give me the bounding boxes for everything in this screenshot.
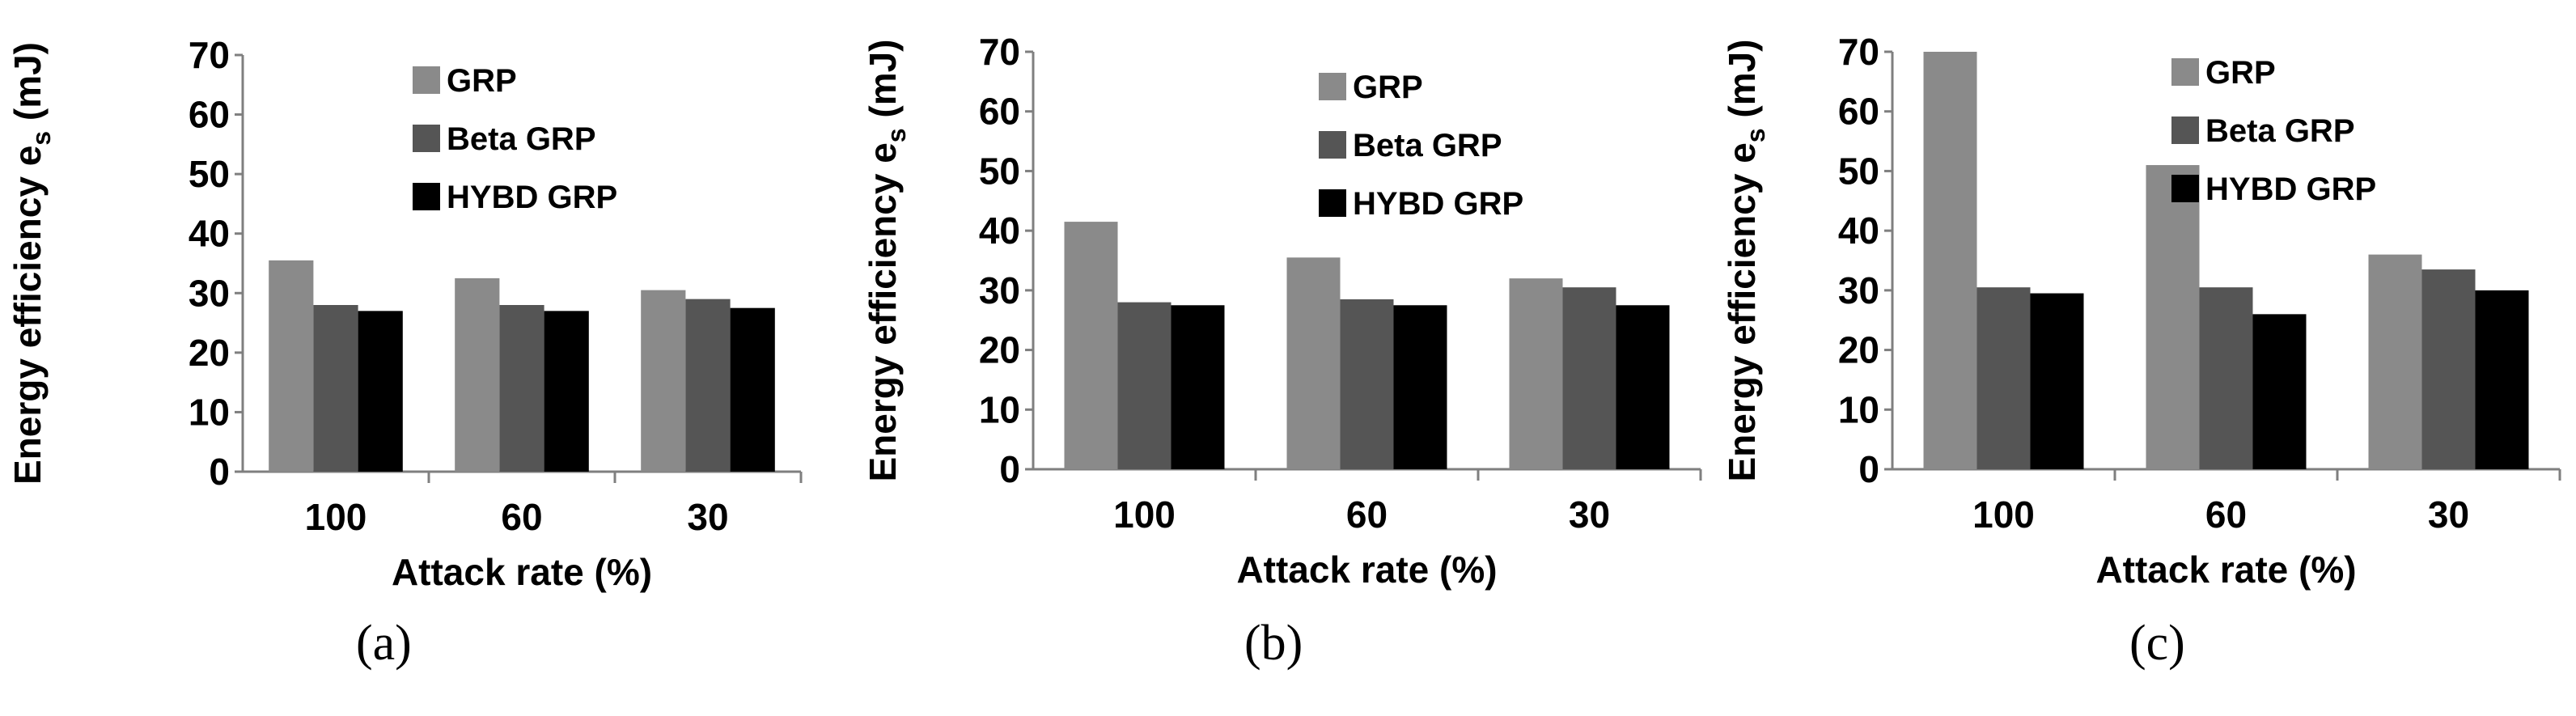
y-tick-label: 50	[1838, 150, 1879, 192]
legend-swatch-hybd-grp	[413, 183, 440, 210]
bar-grp-100	[1064, 222, 1118, 469]
y-tick-label: 70	[189, 34, 230, 76]
legend-swatch-beta-grp	[2171, 117, 2199, 144]
legend-label-grp: GRP	[447, 63, 517, 99]
x-tick-label: 60	[2205, 494, 2247, 536]
bar-grp-100	[269, 260, 314, 472]
y-tick-label: 0	[1858, 448, 1879, 490]
y-tick-label: 70	[1838, 31, 1879, 73]
y-tick-label: 60	[189, 94, 230, 136]
x-axis-label: Attack rate (%)	[1236, 549, 1497, 591]
bar-hybd-grp-100	[1171, 305, 1225, 469]
legend-label-hybd-grp: HYBD GRP	[1353, 186, 1523, 222]
x-tick-label: 100	[1113, 494, 1176, 536]
bar-grp-100	[1923, 52, 1977, 469]
legend-label-grp: GRP	[2205, 55, 2276, 91]
bar-hybd-grp-100	[2030, 293, 2084, 469]
bar-beta-grp-100	[313, 305, 358, 472]
bar-beta-grp-100	[1117, 302, 1171, 469]
bar-grp-60	[455, 278, 500, 472]
bar-beta-grp-60	[1340, 299, 1394, 469]
bar-beta-grp-60	[499, 305, 544, 472]
legend-swatch-beta-grp	[413, 125, 440, 152]
legend-swatch-grp	[2171, 58, 2199, 86]
y-tick-label: 30	[1838, 269, 1879, 311]
legend-label-hybd-grp: HYBD GRP	[2205, 172, 2376, 207]
y-tick-label: 60	[979, 91, 1020, 133]
bar-grp-30	[1509, 278, 1563, 469]
bar-hybd-grp-30	[730, 307, 775, 472]
y-tick-label: 30	[189, 272, 230, 314]
y-tick-label: 40	[1838, 210, 1879, 252]
y-tick-label: 40	[979, 210, 1020, 252]
bar-beta-grp-100	[1976, 287, 2031, 469]
y-tick-label: 50	[189, 153, 230, 195]
bar-beta-grp-30	[685, 299, 731, 472]
legend-swatch-hybd-grp	[1319, 189, 1346, 217]
y-tick-label: 20	[189, 332, 230, 374]
bar-hybd-grp-60	[2252, 314, 2307, 469]
y-tick-label: 20	[979, 329, 1020, 371]
bar-hybd-grp-60	[1393, 305, 1447, 469]
legend-label-beta-grp: Beta GRP	[1353, 128, 1502, 163]
bar-beta-grp-60	[2199, 287, 2253, 469]
legend-label-grp: GRP	[1353, 70, 1423, 105]
bar-beta-grp-30	[2421, 269, 2476, 469]
legend-label-hybd-grp: HYBD GRP	[447, 180, 617, 215]
y-tick-label: 50	[979, 150, 1020, 192]
legend-swatch-grp	[413, 66, 440, 94]
bar-grp-60	[2146, 165, 2200, 470]
bar-hybd-grp-30	[2475, 290, 2529, 469]
legend-label-beta-grp: Beta GRP	[2205, 113, 2355, 149]
chart-svg-a: 0 10 20 30 40 50 60 70 100 60 30 Attack rate (%) Ene…	[6, 34, 803, 593]
bar-hybd-grp-30	[1616, 305, 1670, 469]
bar-grp-30	[2368, 254, 2422, 469]
y-tick-label: 0	[999, 448, 1020, 490]
x-axis-label: Attack rate (%)	[2095, 549, 2356, 591]
y-axis-label: Energy efficiency es (mJ)	[1721, 39, 1770, 481]
bar-hybd-grp-100	[358, 311, 403, 472]
x-tick-label: 60	[1346, 494, 1388, 536]
chart-panel-a: 0 10 20 30 40 50 60 70 100 60 30 Attack rate (%) Ene…	[0, 0, 858, 716]
chart-panel-b: 0 10 20 30 40 50 60 70 100 60 30 Attack rate (%) Ene…	[859, 0, 1717, 716]
x-tick-label: 100	[1972, 494, 2035, 536]
x-tick-label: 100	[305, 496, 367, 538]
y-tick-label: 10	[189, 391, 230, 433]
bar-hybd-grp-60	[544, 311, 589, 472]
y-tick-label: 10	[1838, 388, 1879, 430]
bar-beta-grp-30	[1562, 287, 1616, 469]
chart-svg-c: 0 10 20 30 40 50 60 70 100 60 30 Attack rate (%) Ene…	[1721, 31, 2561, 591]
y-tick-label: 0	[209, 451, 230, 493]
y-tick-label: 30	[979, 269, 1020, 311]
chart-svg-b: 0 10 20 30 40 50 60 70 100 60 30 Attack rate (%) Ene…	[862, 31, 1702, 591]
legend-swatch-grp	[1319, 73, 1346, 100]
chart-panel-c: 0 10 20 30 40 50 60 70 100 60 30 Attack rate (%) Ene…	[1718, 0, 2576, 716]
y-axis-label: Energy efficiency es (mJ)	[6, 42, 56, 485]
x-tick-label: 30	[2428, 494, 2469, 536]
legend-label-beta-grp: Beta GRP	[447, 121, 596, 157]
y-tick-label: 60	[1838, 91, 1879, 133]
bar-grp-60	[1286, 257, 1341, 469]
x-axis-label: Attack rate (%)	[392, 551, 652, 593]
y-tick-label: 40	[189, 213, 230, 255]
legend-swatch-beta-grp	[1319, 131, 1346, 159]
x-tick-label: 30	[687, 496, 728, 538]
y-axis-label: Energy efficiency es (mJ)	[862, 39, 911, 481]
y-tick-label: 10	[979, 388, 1020, 430]
x-tick-label: 60	[501, 496, 542, 538]
y-tick-label: 20	[1838, 329, 1879, 371]
panel-label-b: (b)	[1244, 616, 1303, 671]
bar-grp-30	[641, 290, 686, 472]
x-tick-label: 30	[1569, 494, 1610, 536]
legend-swatch-hybd-grp	[2171, 175, 2199, 202]
y-tick-label: 70	[979, 31, 1020, 73]
panel-label-c: (c)	[2129, 616, 2185, 671]
panel-label-a: (a)	[356, 616, 412, 671]
